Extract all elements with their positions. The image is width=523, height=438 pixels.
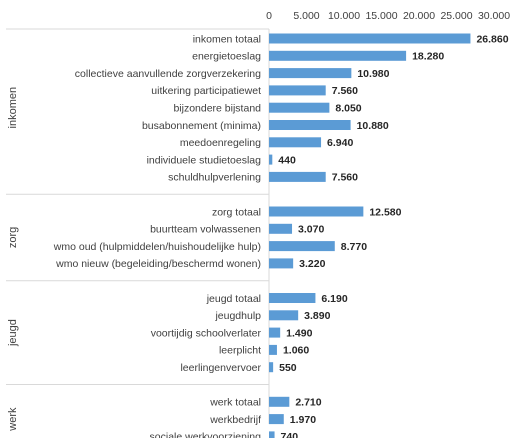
bar <box>269 137 322 148</box>
data-label: 8.770 <box>341 241 367 253</box>
category-label: wmo nieuw (begeleiding/beschermd wonen) <box>55 258 261 270</box>
category-label: schuldhulpverlening <box>168 172 261 184</box>
category-label: leerplicht <box>219 345 261 357</box>
group-label: werk <box>7 407 19 432</box>
bar <box>269 154 273 165</box>
bar <box>269 414 284 425</box>
category-groups: inkomen zorg jeugd werk <box>6 28 269 432</box>
category-label: inkomen totaal <box>193 33 261 45</box>
data-label: 18.280 <box>412 51 444 63</box>
category-label: energietoeslag <box>192 51 261 63</box>
data-label: 6.190 <box>321 293 347 305</box>
bar <box>269 85 326 96</box>
category-label: uitkering participatiewet <box>151 85 261 97</box>
data-label: 10.880 <box>357 120 389 132</box>
category-label: jeugdhulp <box>214 310 261 322</box>
bar <box>269 431 275 438</box>
x-tick-label: 10.000 <box>328 10 360 22</box>
bar <box>269 68 352 79</box>
bar <box>269 171 326 182</box>
bar <box>269 50 407 61</box>
data-label: 440 <box>278 154 296 166</box>
data-label: 7.560 <box>332 172 358 184</box>
bar <box>269 102 330 113</box>
x-axis: 0 5.000 10.000 15.000 20.000 25.000 30.000 <box>266 10 510 424</box>
category-label: werkbedrijf <box>209 414 261 426</box>
data-label: 550 <box>279 362 297 374</box>
bar <box>269 344 277 355</box>
category-label: bijzondere bijstand <box>173 103 261 115</box>
data-label: 740 <box>281 431 299 438</box>
bar <box>269 327 281 338</box>
category-label: jeugd totaal <box>206 293 261 305</box>
category-label: leerlingenvervoer <box>180 362 261 374</box>
bar <box>269 33 471 44</box>
bars: inkomen totaal 26.860 energietoeslag 18.280… <box>53 33 509 438</box>
bar <box>269 396 290 407</box>
category-label: zorg totaal <box>212 206 261 218</box>
category-label: meedoenregeling <box>180 137 261 149</box>
bar <box>269 310 299 321</box>
category-label: werk totaal <box>209 397 261 409</box>
category-label: buurtteam volwassenen <box>150 224 261 236</box>
bar <box>269 241 335 252</box>
category-label: busabonnement (minima) <box>142 120 261 132</box>
data-label: 1.970 <box>290 414 316 426</box>
x-tick-label: 5.000 <box>293 10 319 22</box>
data-label: 2.710 <box>295 397 321 409</box>
category-label: sociale werkvoorziening <box>150 431 262 438</box>
data-label: 10.980 <box>357 68 389 80</box>
bar <box>269 293 316 303</box>
data-label: 3.220 <box>299 258 325 270</box>
data-label: 12.580 <box>369 206 401 218</box>
bar <box>269 223 293 234</box>
x-tick-label: 0 <box>266 10 272 22</box>
group-label: zorg <box>7 227 19 248</box>
group-label: jeugd <box>7 319 19 347</box>
bar <box>269 258 294 269</box>
bar <box>269 206 364 217</box>
x-tick-label: 30.000 <box>478 10 510 22</box>
category-label: collectieve aanvullende zorgverzekering <box>75 68 261 80</box>
bar <box>269 362 274 373</box>
bar <box>269 120 351 130</box>
data-label: 1.060 <box>283 345 309 357</box>
x-tick-label: 20.000 <box>403 10 435 22</box>
data-label: 6.940 <box>327 137 353 149</box>
data-label: 1.490 <box>286 327 312 339</box>
data-label: 8.050 <box>335 103 361 115</box>
data-label: 7.560 <box>332 85 358 97</box>
data-label: 3.890 <box>304 310 330 322</box>
x-tick-label: 15.000 <box>365 10 397 22</box>
data-label: 26.860 <box>476 33 508 45</box>
x-tick-label: 25.000 <box>440 10 472 22</box>
data-label: 3.070 <box>298 224 324 236</box>
category-label: individuele studietoeslag <box>147 154 262 166</box>
group-label: inkomen <box>7 87 19 129</box>
category-label: voortijdig schoolverlater <box>151 327 262 339</box>
category-label: wmo oud (hulpmiddelen/huishoudelijke hul… <box>53 241 261 253</box>
